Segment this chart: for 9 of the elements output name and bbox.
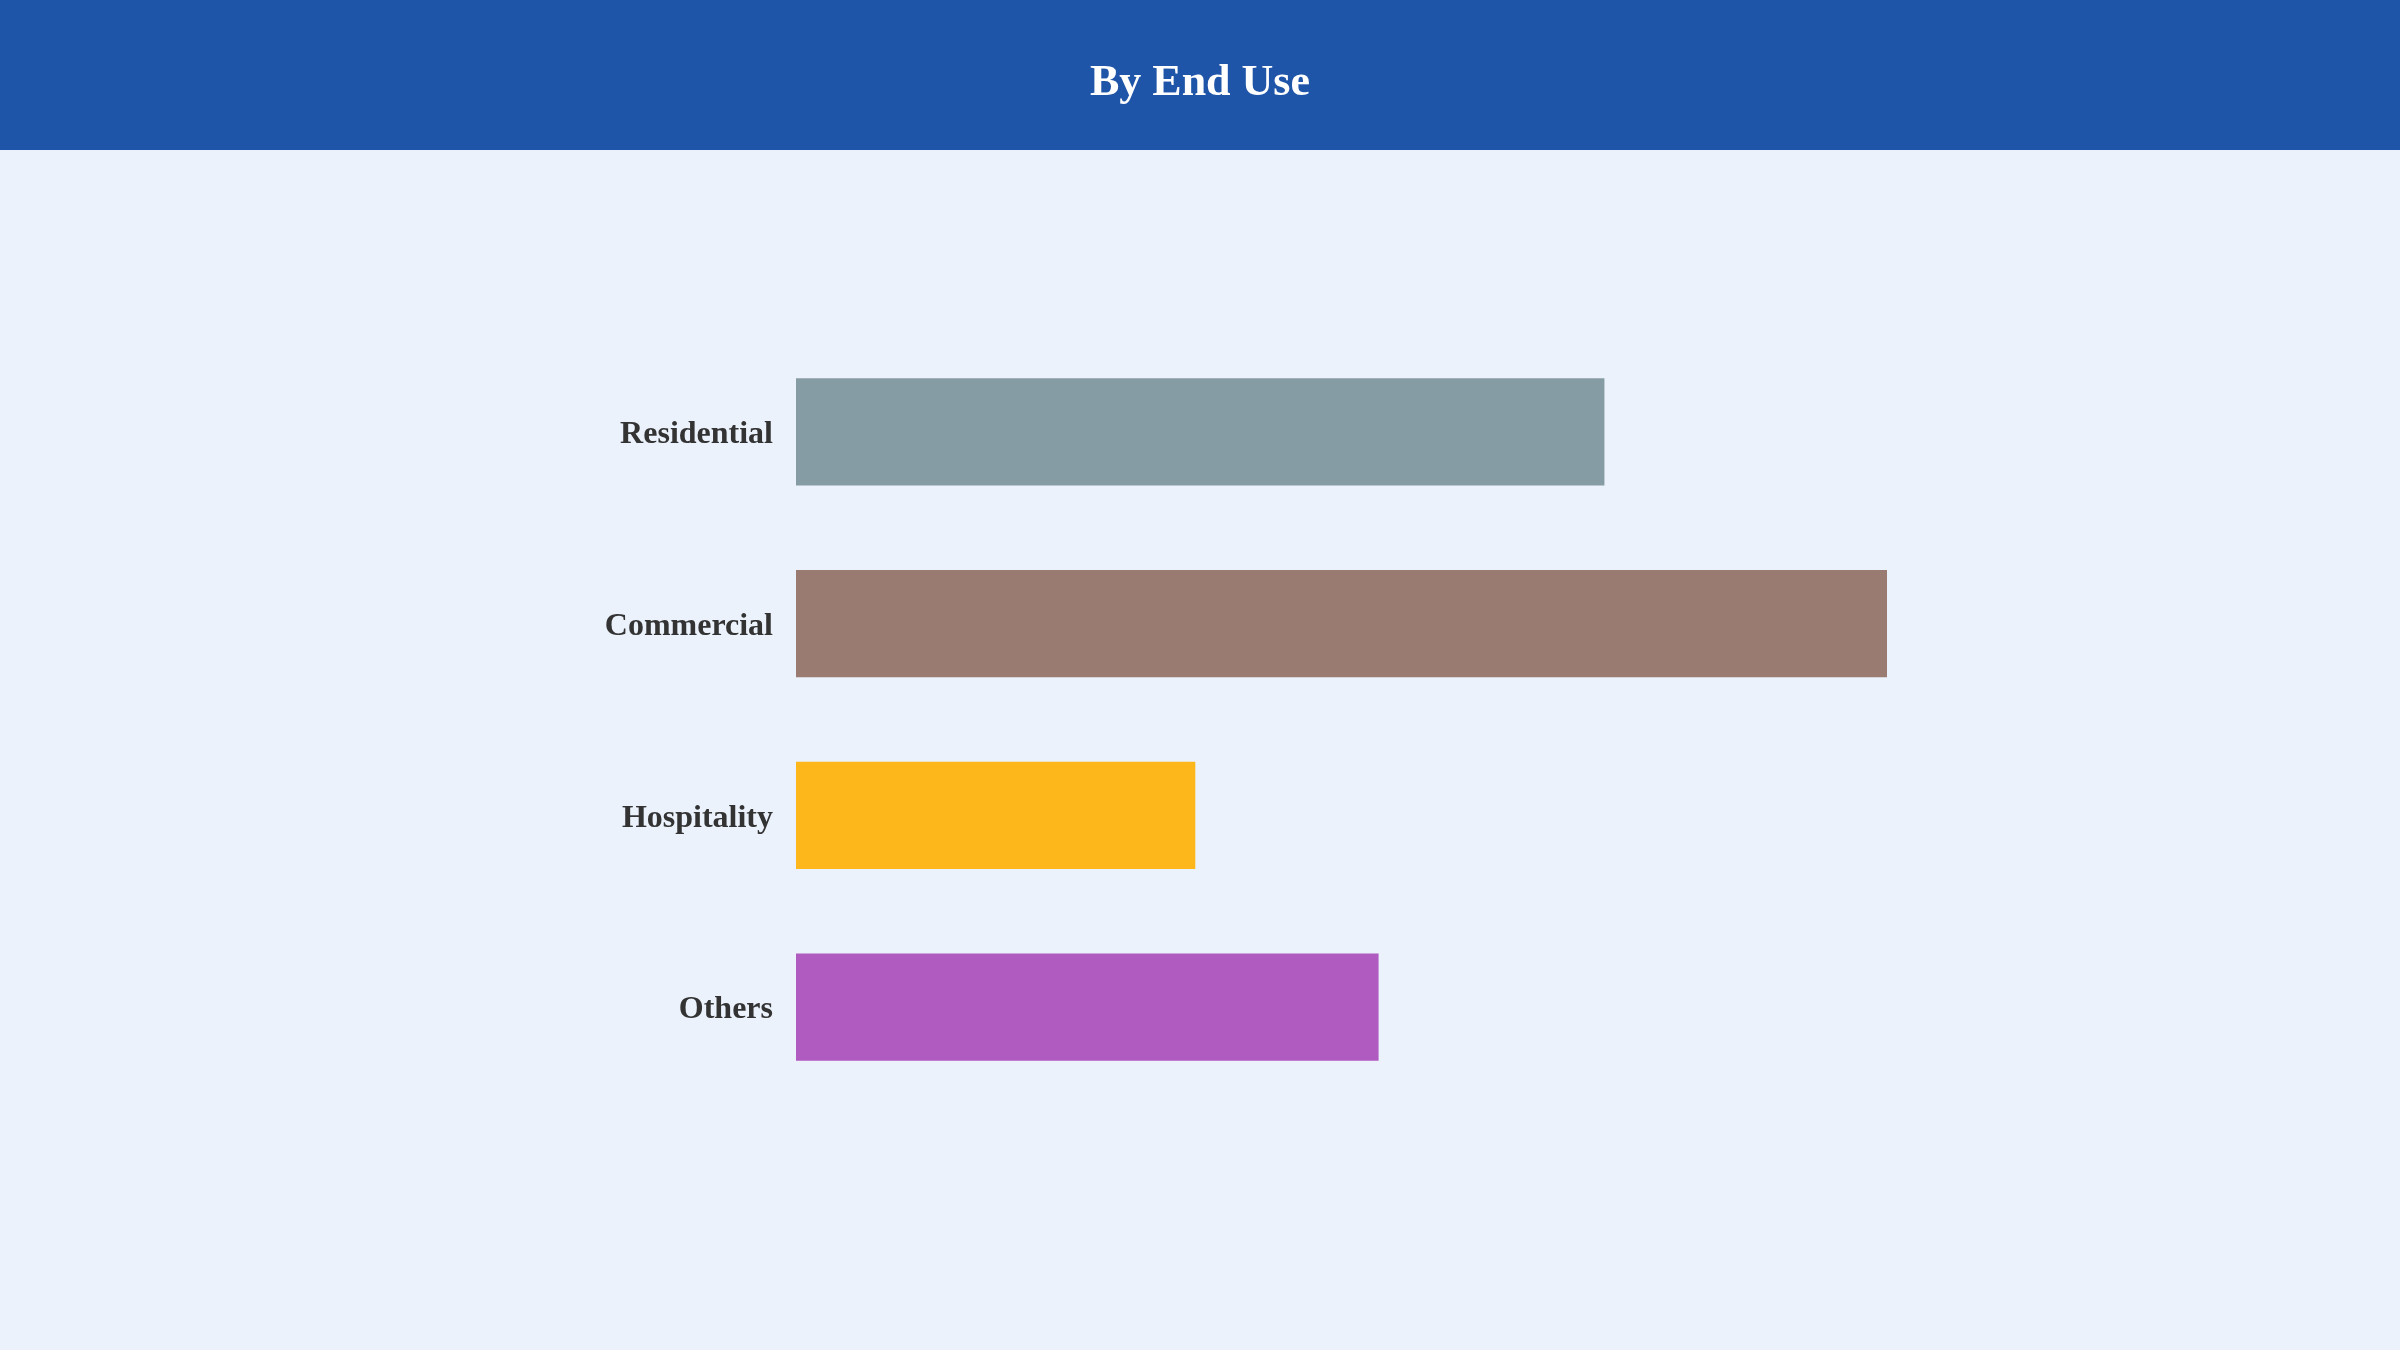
y-tick-label: Others bbox=[678, 989, 773, 1026]
bar bbox=[796, 953, 1379, 1061]
y-tick-label: Hospitality bbox=[621, 797, 773, 834]
bar bbox=[796, 761, 1196, 870]
y-tick-label: Commercial bbox=[604, 605, 774, 642]
bar bbox=[796, 378, 1605, 486]
bar bbox=[796, 569, 1887, 678]
y-tick-label: Residential bbox=[620, 414, 774, 451]
chart-title: By End Use bbox=[1089, 56, 1311, 106]
